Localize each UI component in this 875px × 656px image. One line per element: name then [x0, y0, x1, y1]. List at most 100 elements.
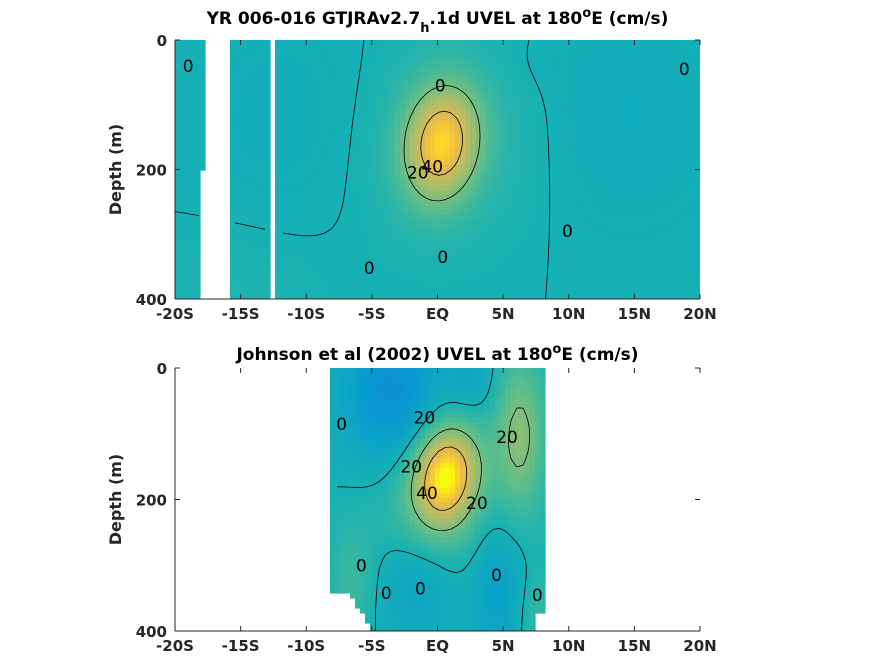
- heatmap-cell: [325, 85, 331, 91]
- heatmap-cell: [585, 250, 591, 256]
- heatmap-cell: [380, 245, 386, 251]
- heatmap-cell: [375, 100, 381, 106]
- heatmap-cell: [650, 210, 656, 216]
- heatmap-cell: [680, 170, 686, 176]
- heatmap-cell: [200, 75, 206, 81]
- heatmap-cell: [290, 75, 296, 81]
- heatmap-cell: [510, 85, 516, 91]
- heatmap-cell: [240, 65, 246, 71]
- heatmap-cell: [300, 290, 306, 296]
- heatmap-cell: [470, 50, 476, 56]
- heatmap-cell: [260, 75, 266, 81]
- heatmap-cell: [330, 195, 336, 201]
- heatmap-cell: [650, 165, 656, 171]
- heatmap-cell: [235, 75, 241, 81]
- heatmap-cell: [465, 260, 471, 266]
- heatmap-cell: [470, 65, 476, 71]
- heatmap-cell: [515, 120, 521, 126]
- heatmap-cell: [670, 75, 676, 81]
- heatmap-cell: [650, 75, 656, 81]
- heatmap-cell: [405, 195, 411, 201]
- heatmap-cell: [245, 120, 251, 126]
- heatmap-cell: [615, 250, 621, 256]
- heatmap-cell: [255, 205, 261, 211]
- heatmap-cell: [385, 200, 391, 206]
- heatmap-cell: [455, 245, 461, 251]
- heatmap-cell: [240, 60, 246, 66]
- heatmap-cell: [475, 290, 481, 296]
- heatmap-cell: [360, 135, 366, 141]
- heatmap-cell: [540, 200, 546, 206]
- heatmap-cell: [415, 125, 421, 131]
- heatmap-cell: [440, 290, 446, 296]
- heatmap-cell: [395, 260, 401, 266]
- heatmap-cell: [420, 45, 426, 51]
- heatmap-cell: [320, 160, 326, 166]
- heatmap-cell: [445, 50, 451, 56]
- heatmap-cell: [635, 50, 641, 56]
- heatmap-cell: [665, 225, 671, 231]
- heatmap-cell: [190, 270, 196, 276]
- heatmap-cell: [430, 210, 436, 216]
- heatmap-cell: [240, 280, 246, 286]
- heatmap-cell: [650, 80, 656, 86]
- heatmap-cell: [530, 85, 536, 91]
- heatmap-cell: [665, 60, 671, 66]
- heatmap-cell: [190, 125, 196, 131]
- heatmap-cell: [470, 75, 476, 81]
- heatmap-cell: [410, 240, 416, 246]
- heatmap-cell: [665, 285, 671, 291]
- heatmap-cell: [195, 105, 201, 111]
- heatmap-cell: [395, 180, 401, 186]
- heatmap-cell: [240, 160, 246, 166]
- heatmap-cell: [635, 145, 641, 151]
- heatmap-cell: [410, 200, 416, 206]
- heatmap-cell: [260, 240, 266, 246]
- heatmap-cell: [575, 210, 581, 216]
- heatmap-cell: [470, 170, 476, 176]
- heatmap-cell: [505, 265, 511, 271]
- heatmap-cell: [575, 95, 581, 101]
- heatmap-cell: [265, 65, 271, 71]
- heatmap-cell: [610, 95, 616, 101]
- heatmap-cell: [695, 245, 700, 251]
- heatmap-cell: [690, 255, 696, 261]
- heatmap-cell: [675, 260, 681, 266]
- heatmap-cell: [175, 150, 181, 156]
- heatmap-cell: [420, 95, 426, 101]
- heatmap-cell: [590, 65, 596, 71]
- heatmap-cell: [290, 260, 296, 266]
- heatmap-cell: [235, 260, 241, 266]
- heatmap-cell: [500, 130, 506, 136]
- heatmap-cell: [675, 240, 681, 246]
- heatmap-cell: [615, 125, 621, 131]
- heatmap-cell: [690, 150, 696, 156]
- heatmap-cell: [580, 65, 586, 71]
- heatmap-cell: [320, 75, 326, 81]
- heatmap-cell: [650, 230, 656, 236]
- heatmap-cell: [460, 70, 466, 76]
- heatmap-cell: [555, 155, 561, 161]
- heatmap-cell: [295, 95, 301, 101]
- heatmap-cell: [515, 215, 521, 221]
- heatmap-cell: [625, 85, 631, 91]
- heatmap-cell: [360, 165, 366, 171]
- heatmap-cell: [550, 280, 556, 286]
- heatmap-cell: [320, 70, 326, 76]
- heatmap-cell: [330, 160, 336, 166]
- heatmap-cell: [460, 45, 466, 51]
- heatmap-cell: [550, 90, 556, 96]
- heatmap-cell: [330, 165, 336, 171]
- heatmap-cell: [565, 80, 571, 86]
- heatmap-cell: [360, 120, 366, 126]
- heatmap-cell: [330, 80, 336, 86]
- heatmap-cell: [425, 250, 431, 256]
- heatmap-cell: [340, 165, 346, 171]
- heatmap-cell: [645, 95, 651, 101]
- heatmap-cell: [385, 40, 391, 46]
- heatmap-cell: [620, 150, 626, 156]
- heatmap-cell: [510, 80, 516, 86]
- heatmap-cell: [465, 175, 471, 181]
- heatmap-cell: [390, 280, 396, 286]
- heatmap-cell: [605, 240, 611, 246]
